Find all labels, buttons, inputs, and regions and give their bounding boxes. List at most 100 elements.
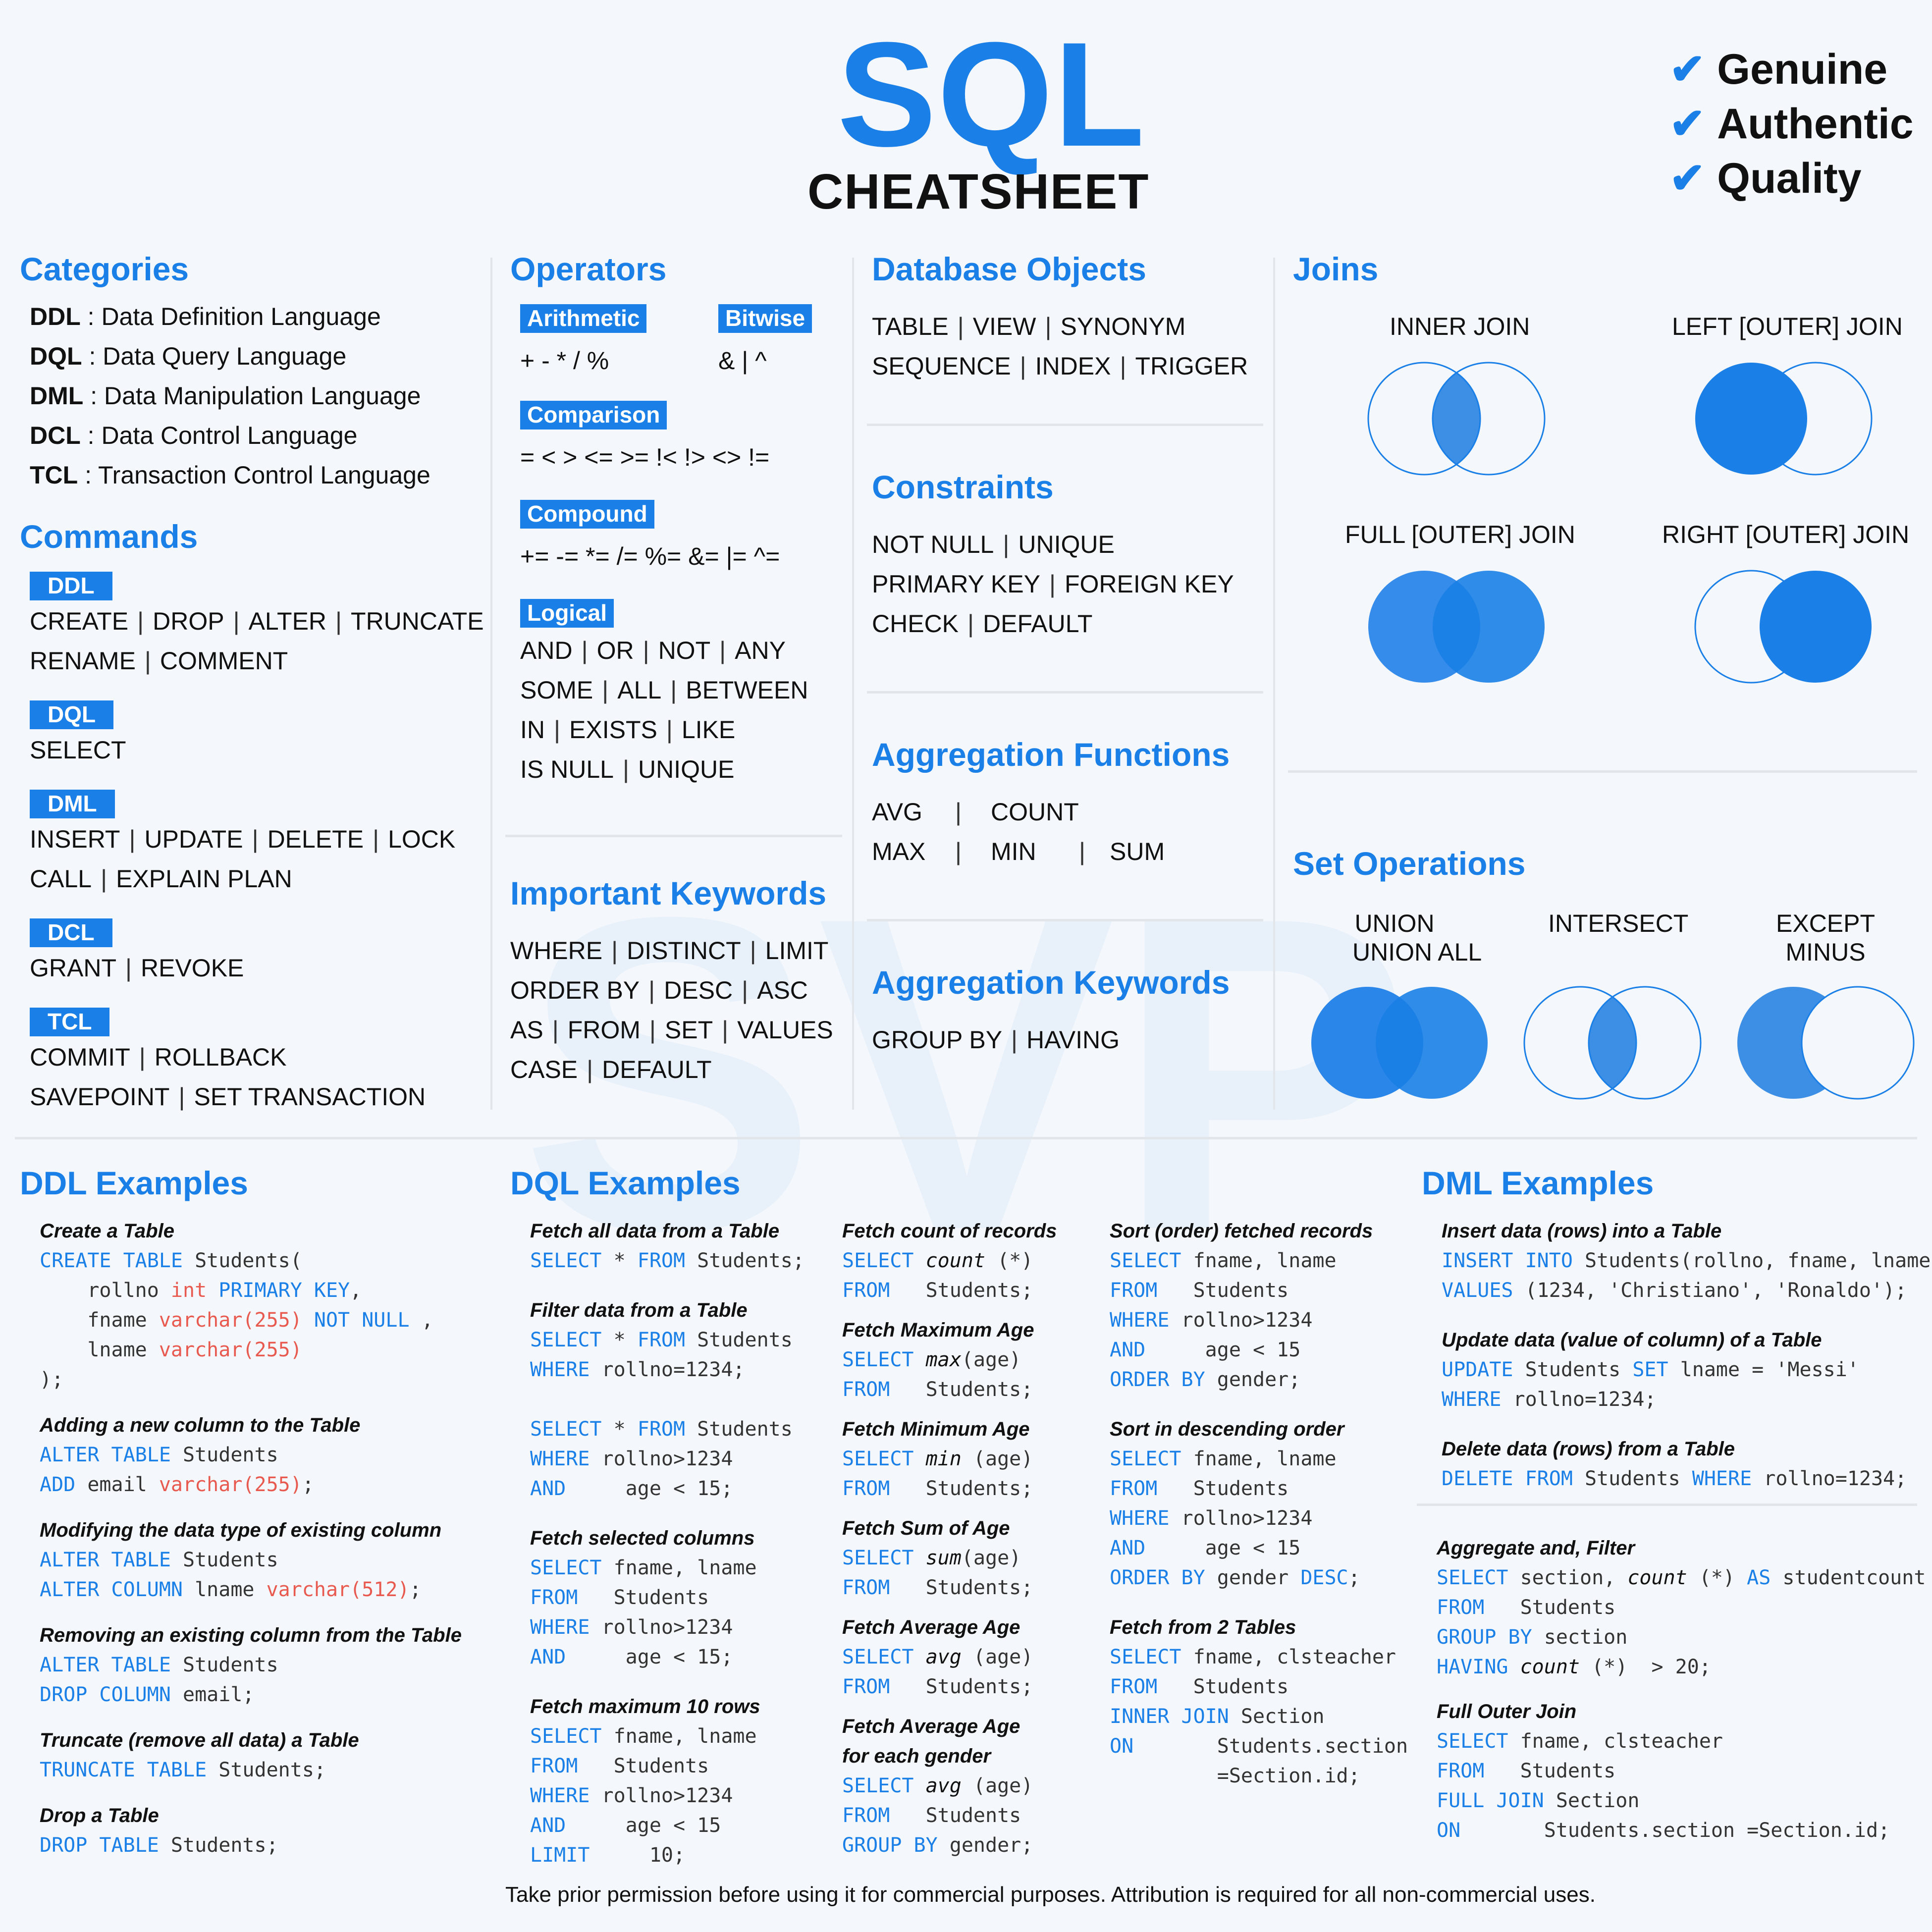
code-line: WHERE rollno>1234 [1110, 1305, 1408, 1335]
keyword-item: TABLE [872, 313, 949, 340]
code-line: DROP COLUMN email; [40, 1680, 462, 1710]
example-block: Filter data from a Table SELECT * FROM St… [530, 1295, 805, 1503]
sql-keyword: VALUES [1442, 1279, 1513, 1302]
separator: | [649, 1016, 656, 1044]
sql-keyword: WHERE [1110, 1507, 1170, 1530]
code-line: ADD email varchar(255); [40, 1470, 462, 1500]
separator: | [670, 676, 677, 704]
example-block: Fetch Average Age for each gender SELECT … [842, 1712, 1057, 1860]
separator: | [666, 716, 673, 744]
code-line: FROM Students [1110, 1672, 1408, 1702]
keyword-item: NOT [658, 637, 711, 664]
code-text: gender; [1205, 1368, 1301, 1391]
code-text: lname = 'Messi' [1668, 1358, 1859, 1381]
code-text: section, [1508, 1566, 1628, 1589]
sql-keyword: WHERE [530, 1616, 590, 1639]
code-text: Students [578, 1586, 709, 1609]
keyword-item: EXPLAIN PLAN [116, 865, 292, 893]
example-block: Drop a Table DROP TABLE Students; [40, 1801, 462, 1860]
code-line: LIMIT 10; [530, 1840, 805, 1870]
code-text: (age) [961, 1348, 1021, 1371]
separator: | [1020, 352, 1026, 380]
code-text: Students.section [1133, 1735, 1408, 1758]
keyword-item: VIEW [972, 313, 1036, 340]
sql-keyword: AND [1110, 1537, 1146, 1559]
code-text: Students; [890, 1279, 1033, 1302]
code-text: Students; [890, 1576, 1033, 1599]
sql-keyword: WHERE [530, 1448, 590, 1470]
category-desc: Data Query Language [103, 342, 347, 370]
right-join-diagram [1694, 570, 1872, 684]
code-text: Students( [182, 1249, 302, 1272]
code-line: ALTER TABLE Students [40, 1545, 462, 1575]
code-line: ORDER BY gender; [1110, 1365, 1408, 1395]
separator: | [955, 798, 962, 826]
example-caption: Sort (order) fetched records [1110, 1220, 1373, 1242]
keyword-item: CASE [510, 1056, 578, 1083]
full-join-diagram [1368, 571, 1545, 683]
code-text: Section [1229, 1705, 1325, 1728]
column-divider [490, 258, 492, 1110]
venn-circle-right [1760, 571, 1872, 683]
code-text: studentcount [1771, 1566, 1926, 1589]
code-text: Students [1157, 1279, 1289, 1302]
code-text: Students; [890, 1378, 1033, 1401]
sql-keyword: SELECT [842, 1348, 914, 1371]
intersect-diagram [1523, 986, 1702, 1100]
commands-list: DDL CREATE | DROP | ALTER | TRUNCATE RENAME | COMM… [30, 572, 484, 1137]
sql-keyword: SELECT [842, 1774, 914, 1797]
bitwise-group: Bitwise & | ^ [718, 304, 812, 375]
categories-heading: Categories [20, 251, 189, 287]
keyword-item: SYNONYM [1060, 313, 1186, 340]
venn-circle-left [1523, 986, 1637, 1100]
dbobjects-list: TABLE | VIEW | SYNONYM SEQUENCE | INDEX | TRIGGER [872, 312, 1248, 391]
code-text: age < 15 [566, 1814, 721, 1837]
sql-keyword: SELECT [842, 1547, 914, 1569]
example-caption: Sort in descending order [1110, 1418, 1344, 1440]
except-diagram [1737, 986, 1915, 1100]
sql-keyword: INSERT INTO [1442, 1249, 1573, 1272]
example-caption: Update data (value of column) of a Table [1442, 1329, 1822, 1351]
example-caption: Aggregate and, Filter [1437, 1537, 1635, 1559]
keyword-line: IS NULL | UNIQUE [520, 755, 808, 795]
keyword-item: INDEX [1035, 352, 1111, 380]
aggfunc-count: COUNT [991, 798, 1079, 826]
sql-keyword: FROM [842, 1279, 890, 1302]
compound-tag: Compound [520, 500, 654, 529]
bitwise-values: & | ^ [718, 347, 767, 375]
separator: | [373, 825, 379, 853]
code-text: * [601, 1418, 638, 1441]
sql-keyword: FROM [530, 1586, 578, 1609]
code-line: FROM Students [530, 1751, 805, 1781]
code-text: Students; [890, 1675, 1033, 1698]
code-text: rollno=1234; [1752, 1467, 1907, 1490]
code-text: Students; [159, 1834, 278, 1857]
keyword-item: EXISTS [569, 716, 657, 744]
code-line: WHERE rollno=1234; [1442, 1385, 1932, 1414]
code-text: gender [1205, 1566, 1301, 1589]
code-line: WHERE rollno>1234 [530, 1781, 805, 1811]
separator: | [643, 637, 649, 664]
example-caption: Fetch Average Age for each gender [842, 1716, 1020, 1767]
keyword-item: DEFAULT [983, 610, 1093, 638]
venn-circle-right [1433, 571, 1545, 683]
code-line: SELECT fname, lname [530, 1553, 805, 1583]
keyword-item: LIMIT [765, 937, 829, 965]
keyword-item: REVOKE [141, 954, 244, 982]
code-text: Students [1572, 1467, 1692, 1490]
code-text: 10; [590, 1844, 686, 1867]
aggfuncs-heading: Aggregation Functions [872, 736, 1230, 773]
column-divider [1273, 258, 1275, 1110]
code-line: AND age < 15; [530, 1474, 805, 1503]
code-line: SELECT count (*) [842, 1246, 1057, 1276]
code-line: ON Students.section [1110, 1731, 1408, 1761]
example-caption: Fetch Sum of Age [842, 1517, 1010, 1539]
example-block: Fetch Sum of Age SELECT sum(age) FROM Stud… [842, 1513, 1057, 1603]
keyword-item: OR [596, 637, 634, 664]
setops-heading: Set Operations [1293, 845, 1526, 882]
keyword-item: VALUES [737, 1016, 833, 1044]
example-caption: Delete data (rows) from a Table [1442, 1438, 1735, 1460]
full-join-label: FULL [OUTER] JOIN [1345, 521, 1575, 548]
sql-type: varchar(255) [159, 1339, 302, 1361]
separator: | [648, 976, 655, 1004]
